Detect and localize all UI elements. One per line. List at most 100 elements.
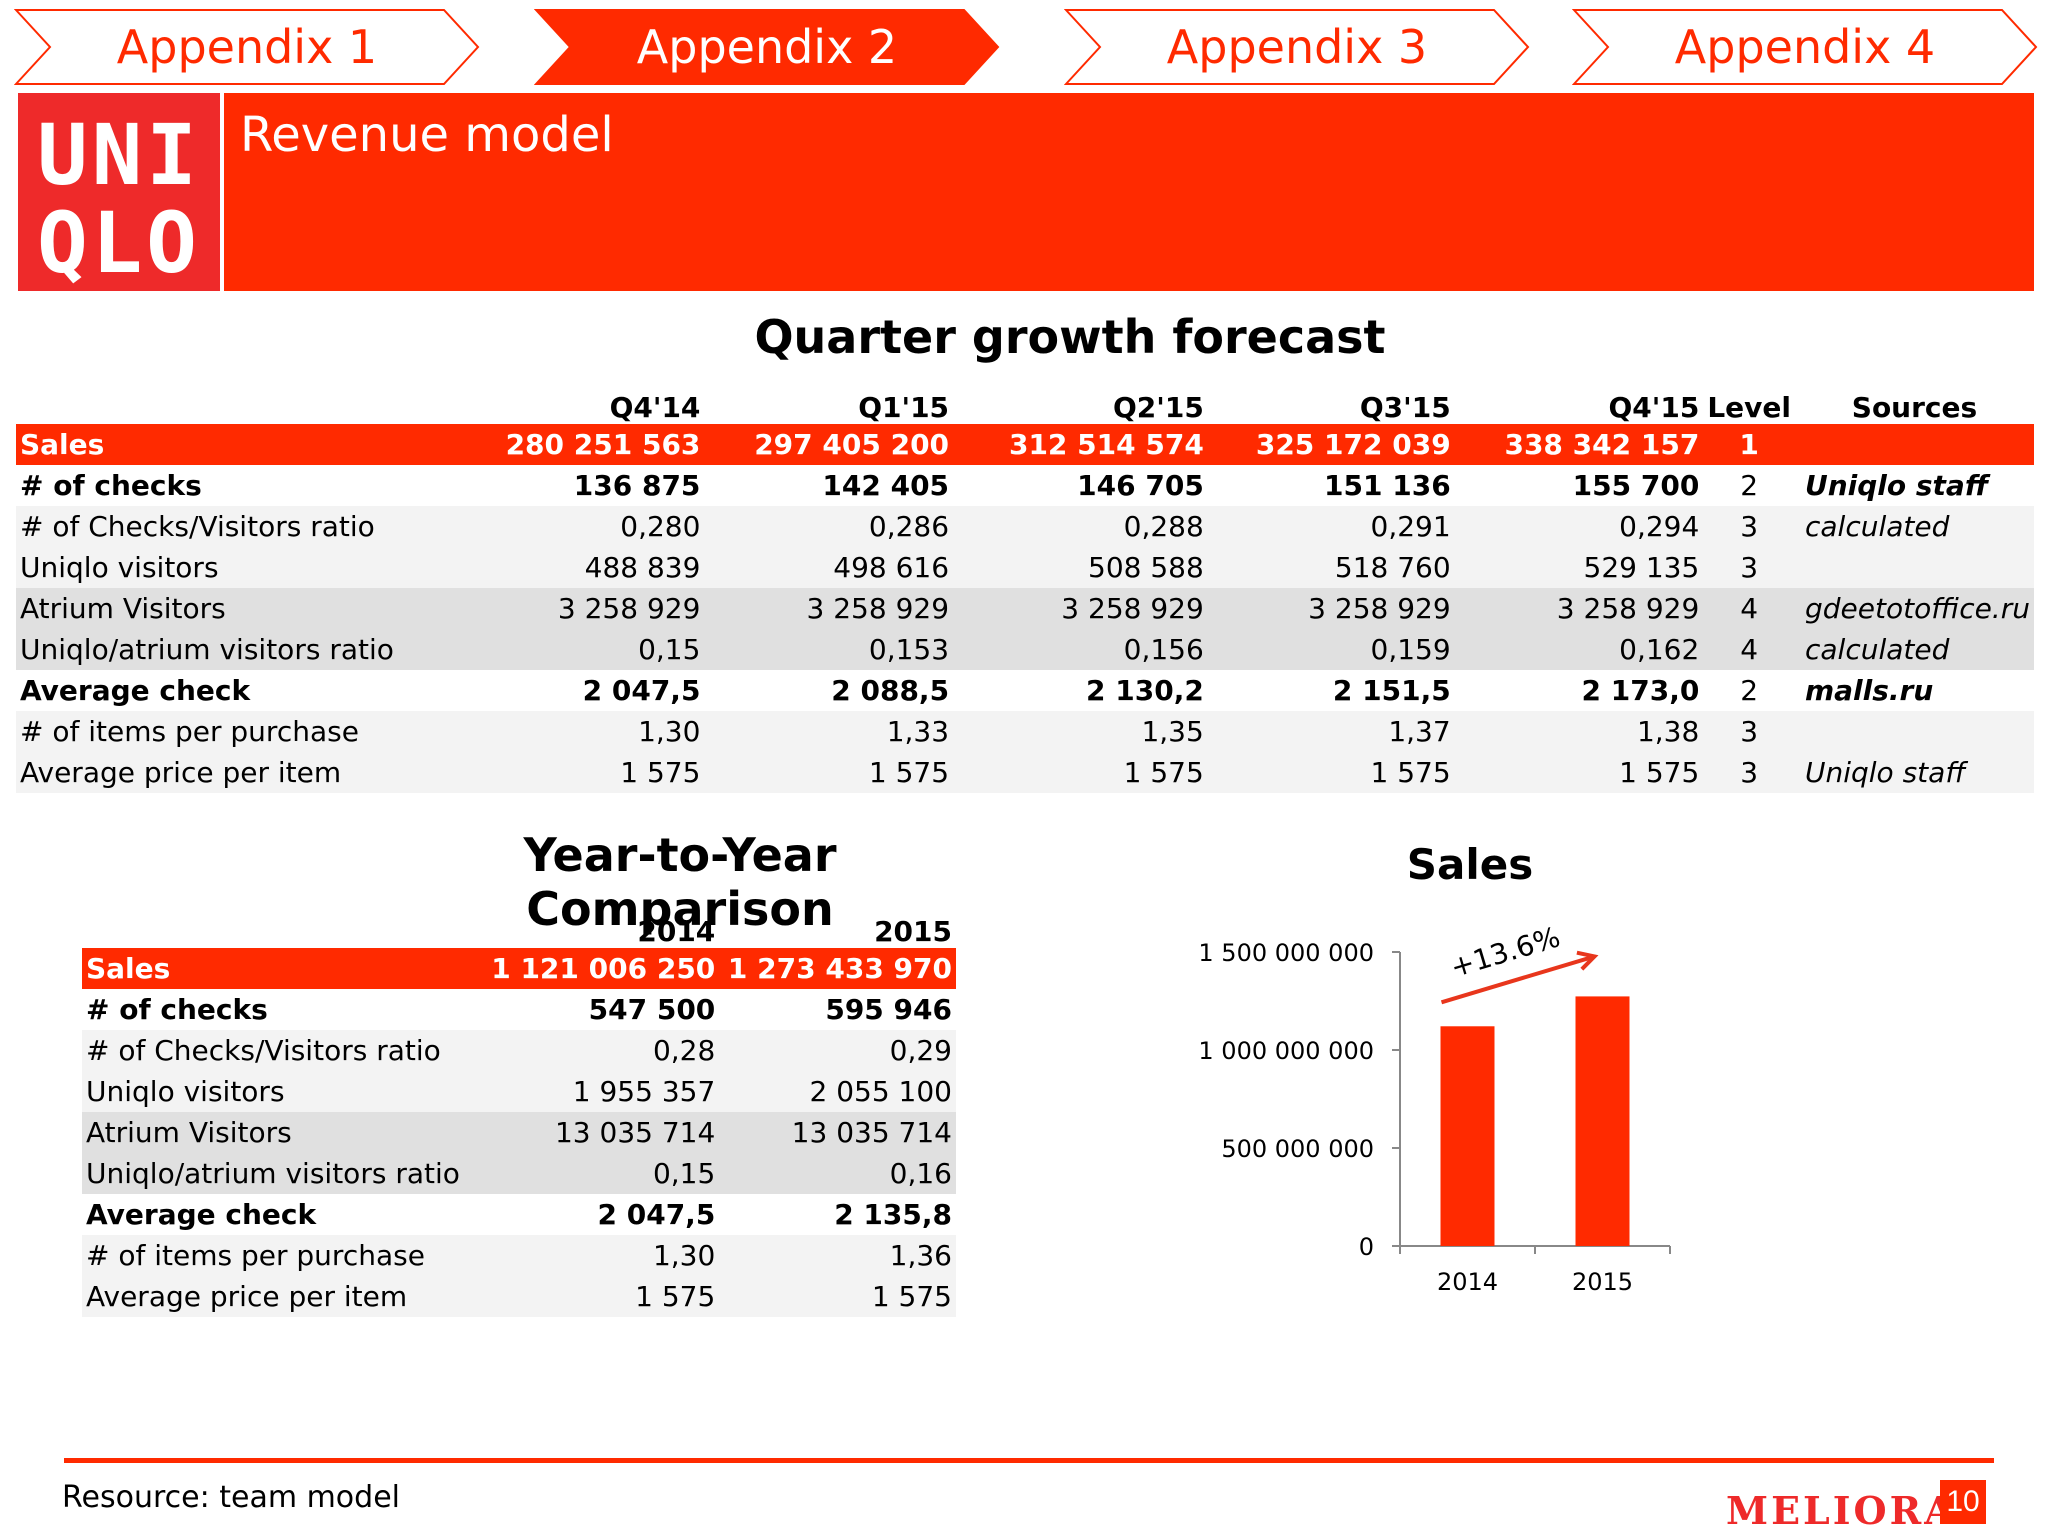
cell-value: 146 705 <box>953 465 1208 506</box>
x-tick-label: 2014 <box>1437 1268 1498 1296</box>
cell-value: 1 575 <box>501 752 705 793</box>
y-tick-label: 500 000 000 <box>1221 1135 1374 1163</box>
cell-value: 1,35 <box>953 711 1208 752</box>
table-row: # of checks 547 500 595 946 <box>82 989 956 1030</box>
uniqlo-logo: UNI QLO <box>18 93 220 291</box>
quarter-header-row: Q4'14 Q1'15 Q2'15 Q3'15 Q4'15 Level Sour… <box>16 384 2034 424</box>
cell-value: 3 258 929 <box>953 588 1208 629</box>
tab-chevron-shape <box>1064 9 1530 85</box>
yoy-table: 2014 2015 Sales 1 121 006 250 1 273 433 97… <box>82 908 956 1317</box>
cell-value: 1 575 <box>1207 752 1455 793</box>
row-label: Average check <box>82 1194 488 1235</box>
cell-source <box>1794 711 2034 752</box>
cell-value: 1 575 <box>953 752 1208 793</box>
cell-source: Uniqlo staff <box>1794 752 2034 793</box>
row-label: Average check <box>16 670 502 711</box>
cell-value: 1 575 <box>1454 752 1704 793</box>
cell-level: 1 <box>1703 424 1795 465</box>
cell-value: 488 839 <box>501 547 705 588</box>
cell-value: 297 405 200 <box>704 424 954 465</box>
cell-value: 0,156 <box>953 629 1208 670</box>
cell-level: 3 <box>1703 711 1795 752</box>
bar-2015 <box>1575 996 1630 1246</box>
table-row: # of items per purchase 1,30 1,36 <box>82 1235 956 1276</box>
chart-title: Sales <box>1406 840 1534 889</box>
row-label: Uniqlo visitors <box>16 547 502 588</box>
cell-source: calculated <box>1794 629 2034 670</box>
tab-appendix-3[interactable]: Appendix 3 <box>1064 8 1530 86</box>
row-label: # of checks <box>16 465 502 506</box>
cell-value: 0,153 <box>704 629 954 670</box>
cell-value: 13 035 714 <box>719 1112 956 1153</box>
cell-value: 1 575 <box>719 1276 956 1317</box>
x-tick-label: 2015 <box>1572 1268 1633 1296</box>
cell-value: 0,162 <box>1454 629 1704 670</box>
cell-value: 0,294 <box>1454 506 1704 547</box>
y-tick-label: 1 500 000 000 <box>1198 939 1374 967</box>
cell-value: 0,291 <box>1207 506 1455 547</box>
cell-value: 338 342 157 <box>1454 424 1704 465</box>
table-row: Uniqlo visitors 1 955 357 2 055 100 <box>82 1071 956 1112</box>
cell-value: 2 088,5 <box>704 670 954 711</box>
tab-appendix-2[interactable]: Appendix 2 <box>534 8 1000 86</box>
cell-value: 0,29 <box>719 1030 956 1071</box>
table-row: Atrium Visitors 3 258 929 3 258 929 3 258 9… <box>16 588 2034 629</box>
table-row: Uniqlo/atrium visitors ratio 0,15 0,153 0,1… <box>16 629 2034 670</box>
col-header: Q4'15 <box>1608 391 1700 424</box>
footer-divider <box>64 1458 1994 1463</box>
col-header: Sources <box>1851 391 1978 424</box>
logo-line-1: UNI <box>37 106 201 204</box>
row-label: Uniqlo/atrium visitors ratio <box>82 1153 488 1194</box>
cell-value: 595 946 <box>719 989 956 1030</box>
tab-chevron-shape <box>1572 9 2038 85</box>
table-row: # of items per purchase 1,30 1,33 1,35 1,37 1… <box>16 711 2034 752</box>
cell-source: gdeetotoffice.ru <box>1794 588 2034 629</box>
col-header: Level <box>1707 391 1791 424</box>
cell-value: 3 258 929 <box>704 588 954 629</box>
cell-value: 280 251 563 <box>501 424 705 465</box>
meliora-logo: MELIORA <box>1726 1488 1957 1533</box>
row-label: Sales <box>82 948 488 989</box>
table-row: Average check 2 047,5 2 135,8 <box>82 1194 956 1235</box>
cell-value: 155 700 <box>1454 465 1704 506</box>
row-label: Atrium Visitors <box>16 588 502 629</box>
cell-value: 1,36 <box>719 1235 956 1276</box>
tab-appendix-1[interactable]: Appendix 1 <box>14 8 480 86</box>
cell-value: 508 588 <box>953 547 1208 588</box>
cell-source <box>1794 424 2034 465</box>
tab-chevron-shape <box>534 9 1000 85</box>
row-label: Uniqlo visitors <box>82 1071 488 1112</box>
header-bar: Revenue model <box>224 93 2034 291</box>
y-tick-label: 0 <box>1359 1233 1374 1261</box>
cell-value: 1 575 <box>704 752 954 793</box>
cell-level: 3 <box>1703 506 1795 547</box>
y-tick-label: 1 000 000 000 <box>1198 1037 1374 1065</box>
cell-value: 1,37 <box>1207 711 1455 752</box>
cell-source: Uniqlo staff <box>1794 465 2034 506</box>
cell-value: 0,286 <box>704 506 954 547</box>
quarter-section-title: Quarter growth forecast <box>754 310 1386 364</box>
cell-value: 0,16 <box>719 1153 956 1194</box>
tab-appendix-4[interactable]: Appendix 4 <box>1572 8 2038 86</box>
col-header: 2015 <box>874 915 952 948</box>
cell-value: 2 055 100 <box>719 1071 956 1112</box>
cell-value: 498 616 <box>704 547 954 588</box>
table-row: Uniqlo/atrium visitors ratio 0,15 0,16 <box>82 1153 956 1194</box>
tab-label: Appendix 4 <box>1674 20 1936 74</box>
cell-value: 1 955 357 <box>487 1071 720 1112</box>
col-header: 2014 <box>637 915 716 948</box>
page-number: 10 <box>1940 1480 1986 1524</box>
cell-value: 1 121 006 250 <box>487 948 720 989</box>
table-row: Uniqlo visitors 488 839 498 616 508 588 518 … <box>16 547 2034 588</box>
bar-2014 <box>1440 1026 1495 1246</box>
table-row: # of Checks/Visitors ratio 0,280 0,286 0,28… <box>16 506 2034 547</box>
cell-level: 3 <box>1703 752 1795 793</box>
table-row: Atrium Visitors 13 035 714 13 035 714 <box>82 1112 956 1153</box>
cell-value: 2 135,8 <box>719 1194 956 1235</box>
page-title: Revenue model <box>240 107 614 163</box>
row-label: Sales <box>16 424 502 465</box>
cell-value: 1,38 <box>1454 711 1704 752</box>
tab-chevron-shape <box>14 9 480 85</box>
cell-value: 0,15 <box>487 1153 720 1194</box>
cell-value: 1 575 <box>487 1276 720 1317</box>
